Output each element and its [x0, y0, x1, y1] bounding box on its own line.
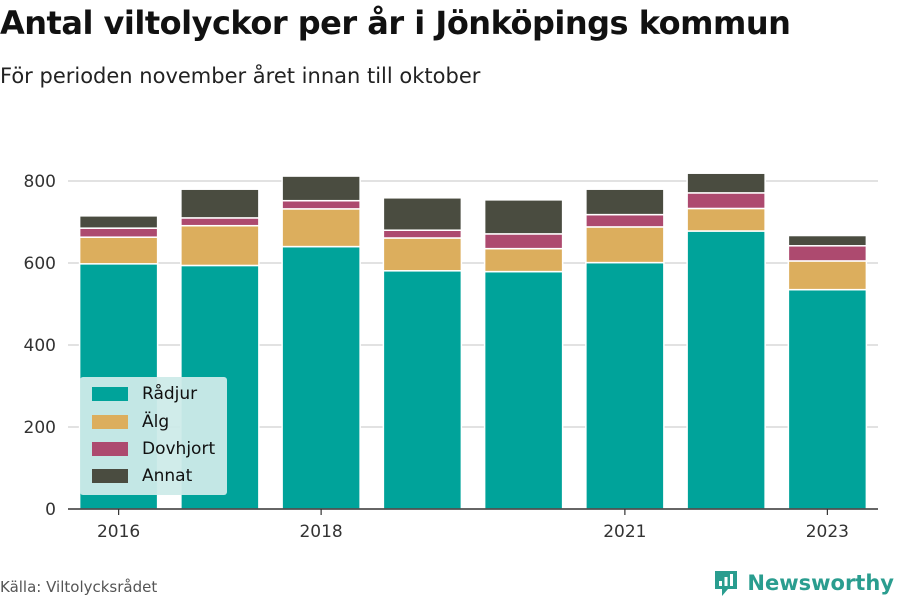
bar-segment-2018-2 — [281, 199, 361, 210]
bar-segment-2022-1 — [686, 207, 766, 232]
legend-swatch-radjur — [92, 387, 128, 401]
legend-label-annat: Annat — [142, 466, 193, 486]
newsworthy-logo-icon — [715, 571, 738, 596]
brand-logo-group[interactable]: Newsworthy — [713, 569, 894, 597]
bar-segment-2021-3 — [585, 188, 665, 216]
bar-segment-2022-0 — [686, 230, 766, 510]
bar-segment-2017-3 — [180, 188, 260, 219]
bar-segment-2017-1 — [180, 224, 260, 267]
bar-segment-2019-2 — [382, 229, 463, 239]
bar-segment-2023-2 — [787, 245, 868, 262]
legend-item-dovhjort: Dovhjort — [92, 438, 215, 460]
legend-label-radjur: Rådjur — [142, 384, 198, 404]
bar-segment-2018-0 — [281, 245, 361, 510]
bar-segment-2018-3 — [281, 175, 361, 202]
bar-segment-2019-3 — [382, 197, 463, 231]
bar-segment-2017-2 — [180, 217, 260, 227]
bar-segment-2020-0 — [483, 270, 564, 510]
bar-segment-2018-1 — [281, 208, 361, 248]
bar-segment-2020-2 — [483, 233, 564, 250]
bar-segment-2020-1 — [483, 247, 564, 273]
bar-segment-2020-3 — [483, 199, 564, 235]
bar-segment-2019-0 — [382, 270, 463, 510]
x-tick-label-2016: 2016 — [97, 522, 140, 542]
x-tick-label-2023: 2023 — [806, 522, 849, 542]
bar-segment-2016-2 — [78, 227, 159, 238]
bar-segment-2022-3 — [686, 172, 766, 194]
bar-segment-2021-2 — [585, 213, 665, 228]
bar-segment-2019-1 — [382, 237, 463, 272]
y-tick-label-200: 200 — [24, 418, 56, 438]
bar-segment-2016-1 — [78, 236, 159, 265]
legend-item-alg: Älg — [92, 411, 169, 433]
y-tick-label-800: 800 — [24, 172, 56, 192]
legend-swatch-annat — [92, 469, 128, 483]
chart-legend: Rådjur Älg Dovhjort Annat — [80, 377, 227, 495]
chart-title: Antal viltolyckor per år i Jönköpings ko… — [0, 4, 791, 42]
legend-item-radjur: Rådjur — [92, 383, 197, 405]
bar-segment-2022-2 — [686, 192, 766, 210]
bar-segment-2021-1 — [585, 226, 665, 264]
legend-swatch-alg — [92, 415, 128, 429]
y-tick-label-400: 400 — [24, 336, 56, 356]
chart-subtitle: För perioden november året innan till ok… — [0, 64, 481, 88]
y-tick-label-600: 600 — [24, 254, 56, 274]
bar-segment-2023-1 — [787, 260, 868, 291]
bar-segment-2021-0 — [585, 261, 665, 510]
brand-name: Newsworthy — [747, 571, 894, 595]
legend-swatch-dovhjort — [92, 442, 128, 456]
legend-label-dovhjort: Dovhjort — [142, 439, 216, 459]
bar-segment-2023-0 — [787, 288, 868, 510]
legend-item-annat: Annat — [92, 465, 192, 487]
legend-label-alg: Älg — [142, 412, 170, 432]
x-tick-label-2018: 2018 — [299, 522, 342, 542]
source-note: Källa: Viltolycksrådet — [0, 578, 158, 596]
y-tick-label-0: 0 — [45, 500, 56, 520]
bar-segment-2016-3 — [78, 215, 159, 229]
bar-segment-2023-3 — [787, 234, 868, 247]
x-tick-label-2021: 2021 — [603, 522, 646, 542]
